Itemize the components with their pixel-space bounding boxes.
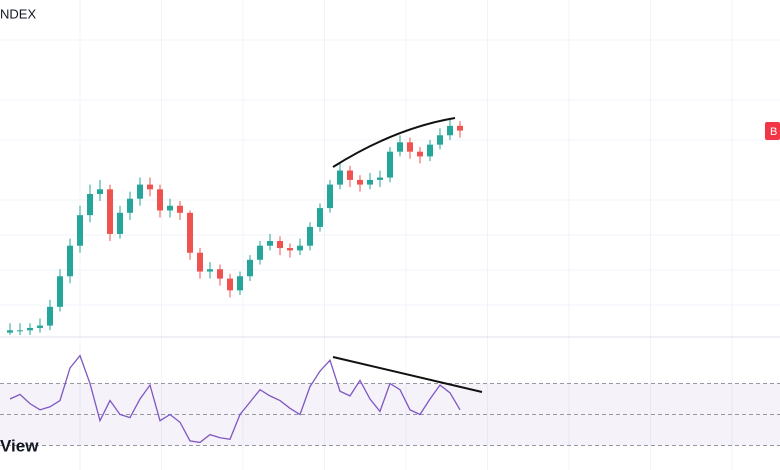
candle-body [37,325,43,328]
candle-body [307,226,313,246]
candle-body [157,189,163,211]
symbol-title: NDEX [0,6,36,21]
candle-body [97,189,103,194]
candle-body [137,184,143,199]
candle-body [357,179,363,185]
rsi-line [9,354,461,444]
candle-body [237,276,243,291]
logo-text: View [0,436,39,455]
candle-body [417,151,423,157]
candle-body [177,205,183,213]
candle-body [327,184,333,209]
candle-body [167,205,173,211]
candle-body [227,278,233,291]
candle-body [427,144,433,157]
candle-body [107,189,113,234]
candle-body [27,327,33,331]
candle-body [377,177,383,180]
candle-body [317,208,323,227]
candle-body [277,241,283,249]
divergence-line [332,356,483,393]
candle-body [47,306,53,326]
badge-text: B [770,126,777,138]
candle-body [77,215,83,246]
candle-body [337,170,343,185]
candle-body [57,276,63,307]
candle-body [197,252,203,272]
price-badge [765,122,780,140]
candle-body [447,125,453,136]
candle-body [347,170,353,180]
candle-body [87,194,93,216]
candle-body [67,245,73,277]
candle-body [217,269,223,279]
candle-body [297,245,303,251]
candle-body [387,151,393,178]
candle-body [257,245,263,260]
candle-body [17,330,23,332]
price-pane [7,118,463,335]
trend-curve [332,117,456,168]
candle-body [437,135,443,145]
candle-body [7,330,13,333]
candle-body [457,125,463,131]
rsi-pane [0,354,780,446]
rsi-band [0,383,780,446]
candle-body [287,248,293,251]
candle-body [117,212,123,234]
candle-body [187,212,193,253]
candle-body [407,142,413,152]
candle-body [367,179,373,185]
candle-body [147,184,153,190]
candle-body [247,259,253,277]
candle-body [397,142,403,152]
candle-body [267,241,273,246]
candle-body [127,198,133,213]
candle-body [207,269,213,272]
